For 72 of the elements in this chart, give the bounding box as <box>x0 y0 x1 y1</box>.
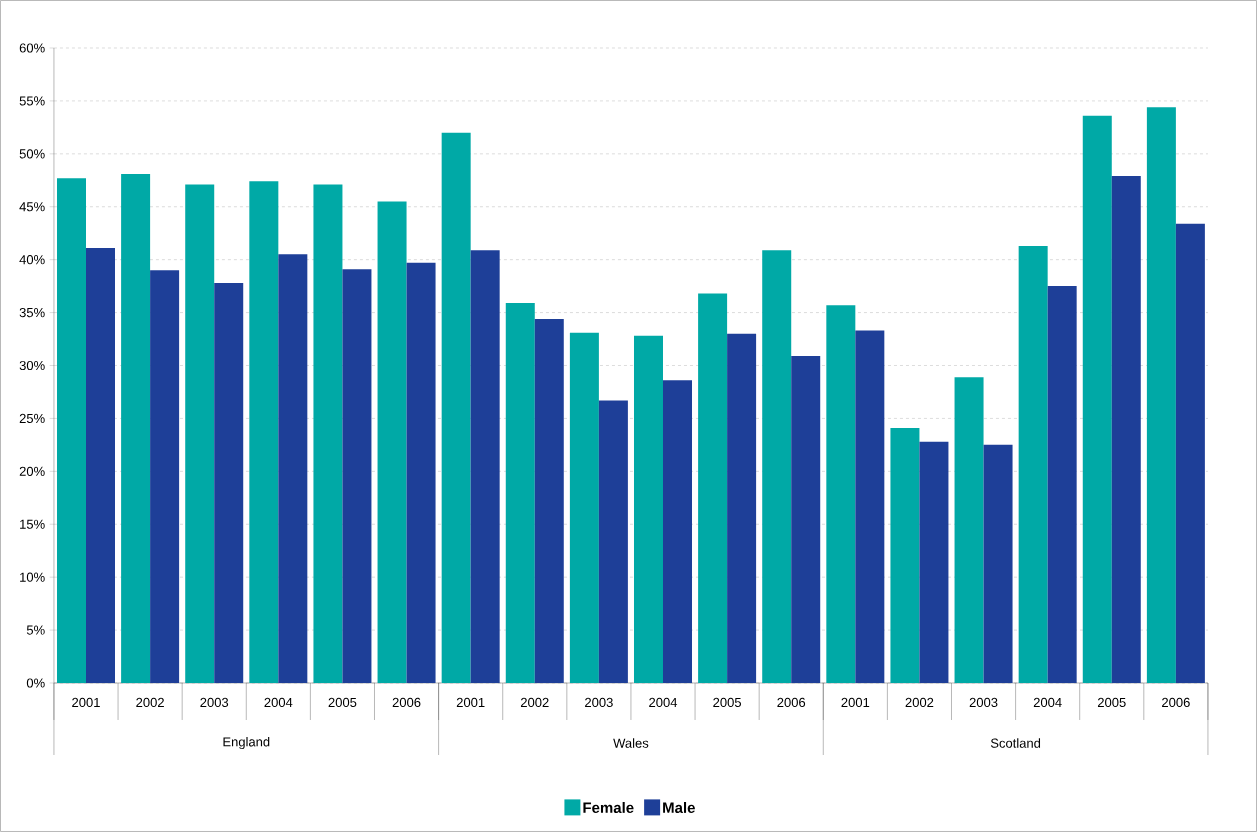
bar <box>954 377 984 683</box>
text: Scotland <box>990 738 1041 748</box>
bar <box>598 400 628 683</box>
bar <box>826 305 856 683</box>
x-tick-label: 2004 <box>1033 697 1062 707</box>
y-tick-label: 15% <box>20 519 45 529</box>
bar <box>185 184 215 683</box>
y-tick-label: 10% <box>20 572 45 582</box>
bar <box>634 335 663 683</box>
y-tick-label: 55% <box>19 96 45 106</box>
y-tick-label: 5% <box>26 625 45 635</box>
x-tick-label: 2002 <box>520 697 549 707</box>
y-tick-label: 50% <box>19 149 45 159</box>
bar <box>278 254 308 683</box>
text: England <box>223 736 270 750</box>
bar <box>1047 286 1077 683</box>
bar <box>727 333 757 683</box>
x-tick-label: 2006 <box>777 697 806 707</box>
x-tick-label: 2004 <box>649 697 678 707</box>
y-tick-label: 35% <box>19 307 45 318</box>
bar <box>698 293 728 683</box>
x-tick-label: 2003 <box>200 697 229 707</box>
bar <box>534 318 564 683</box>
bar <box>1146 107 1176 683</box>
bar <box>663 380 692 683</box>
bar <box>470 250 500 683</box>
bar <box>1111 176 1141 683</box>
y-tick-label: 20% <box>19 466 45 476</box>
bar <box>121 173 151 683</box>
y-tick-label: 40% <box>19 255 45 265</box>
y-tick-label: 30% <box>19 360 45 371</box>
bar <box>86 248 115 683</box>
bar <box>406 262 436 683</box>
bar <box>313 184 343 683</box>
x-tick-label: 2005 <box>713 697 742 707</box>
x-tick-label: 2001 <box>841 697 870 707</box>
bar <box>1018 245 1048 683</box>
bar <box>249 181 279 683</box>
bar <box>890 427 920 683</box>
y-tick-label: 60% <box>19 43 45 53</box>
x-tick-label: 2005 <box>328 697 357 707</box>
bar <box>1175 223 1205 683</box>
bar <box>57 178 86 683</box>
y-tick-label: 25% <box>19 413 45 424</box>
bar <box>855 330 885 683</box>
bar <box>150 270 180 683</box>
x-tick-label: 2002 <box>905 697 934 707</box>
legend-label: Male <box>663 801 695 813</box>
bar <box>342 269 372 683</box>
x-tick-label: 2001 <box>72 697 100 707</box>
bar <box>983 444 1013 683</box>
y-tick-label: 0% <box>26 678 45 688</box>
bar <box>762 250 792 683</box>
x-tick-label: 2006 <box>392 697 421 707</box>
bar <box>214 282 244 683</box>
bar <box>569 332 599 683</box>
legend-label: Female <box>583 801 634 813</box>
bar <box>441 132 471 683</box>
x-tick-label: 2001 <box>456 697 485 707</box>
x-tick-label: 2003 <box>969 697 998 707</box>
x-tick-label: 2003 <box>585 697 613 707</box>
x-tick-label: 2006 <box>1162 697 1190 707</box>
x-tick-label: 2005 <box>1097 697 1126 707</box>
x-tick-label: 2004 <box>264 697 293 707</box>
text: Wales <box>613 738 649 748</box>
y-tick-label: 45% <box>19 202 45 212</box>
bar <box>919 441 949 683</box>
bar <box>1082 115 1112 683</box>
x-tick-label: 2002 <box>136 697 164 707</box>
bar <box>505 303 535 683</box>
bar <box>377 201 407 683</box>
bar <box>791 355 821 683</box>
